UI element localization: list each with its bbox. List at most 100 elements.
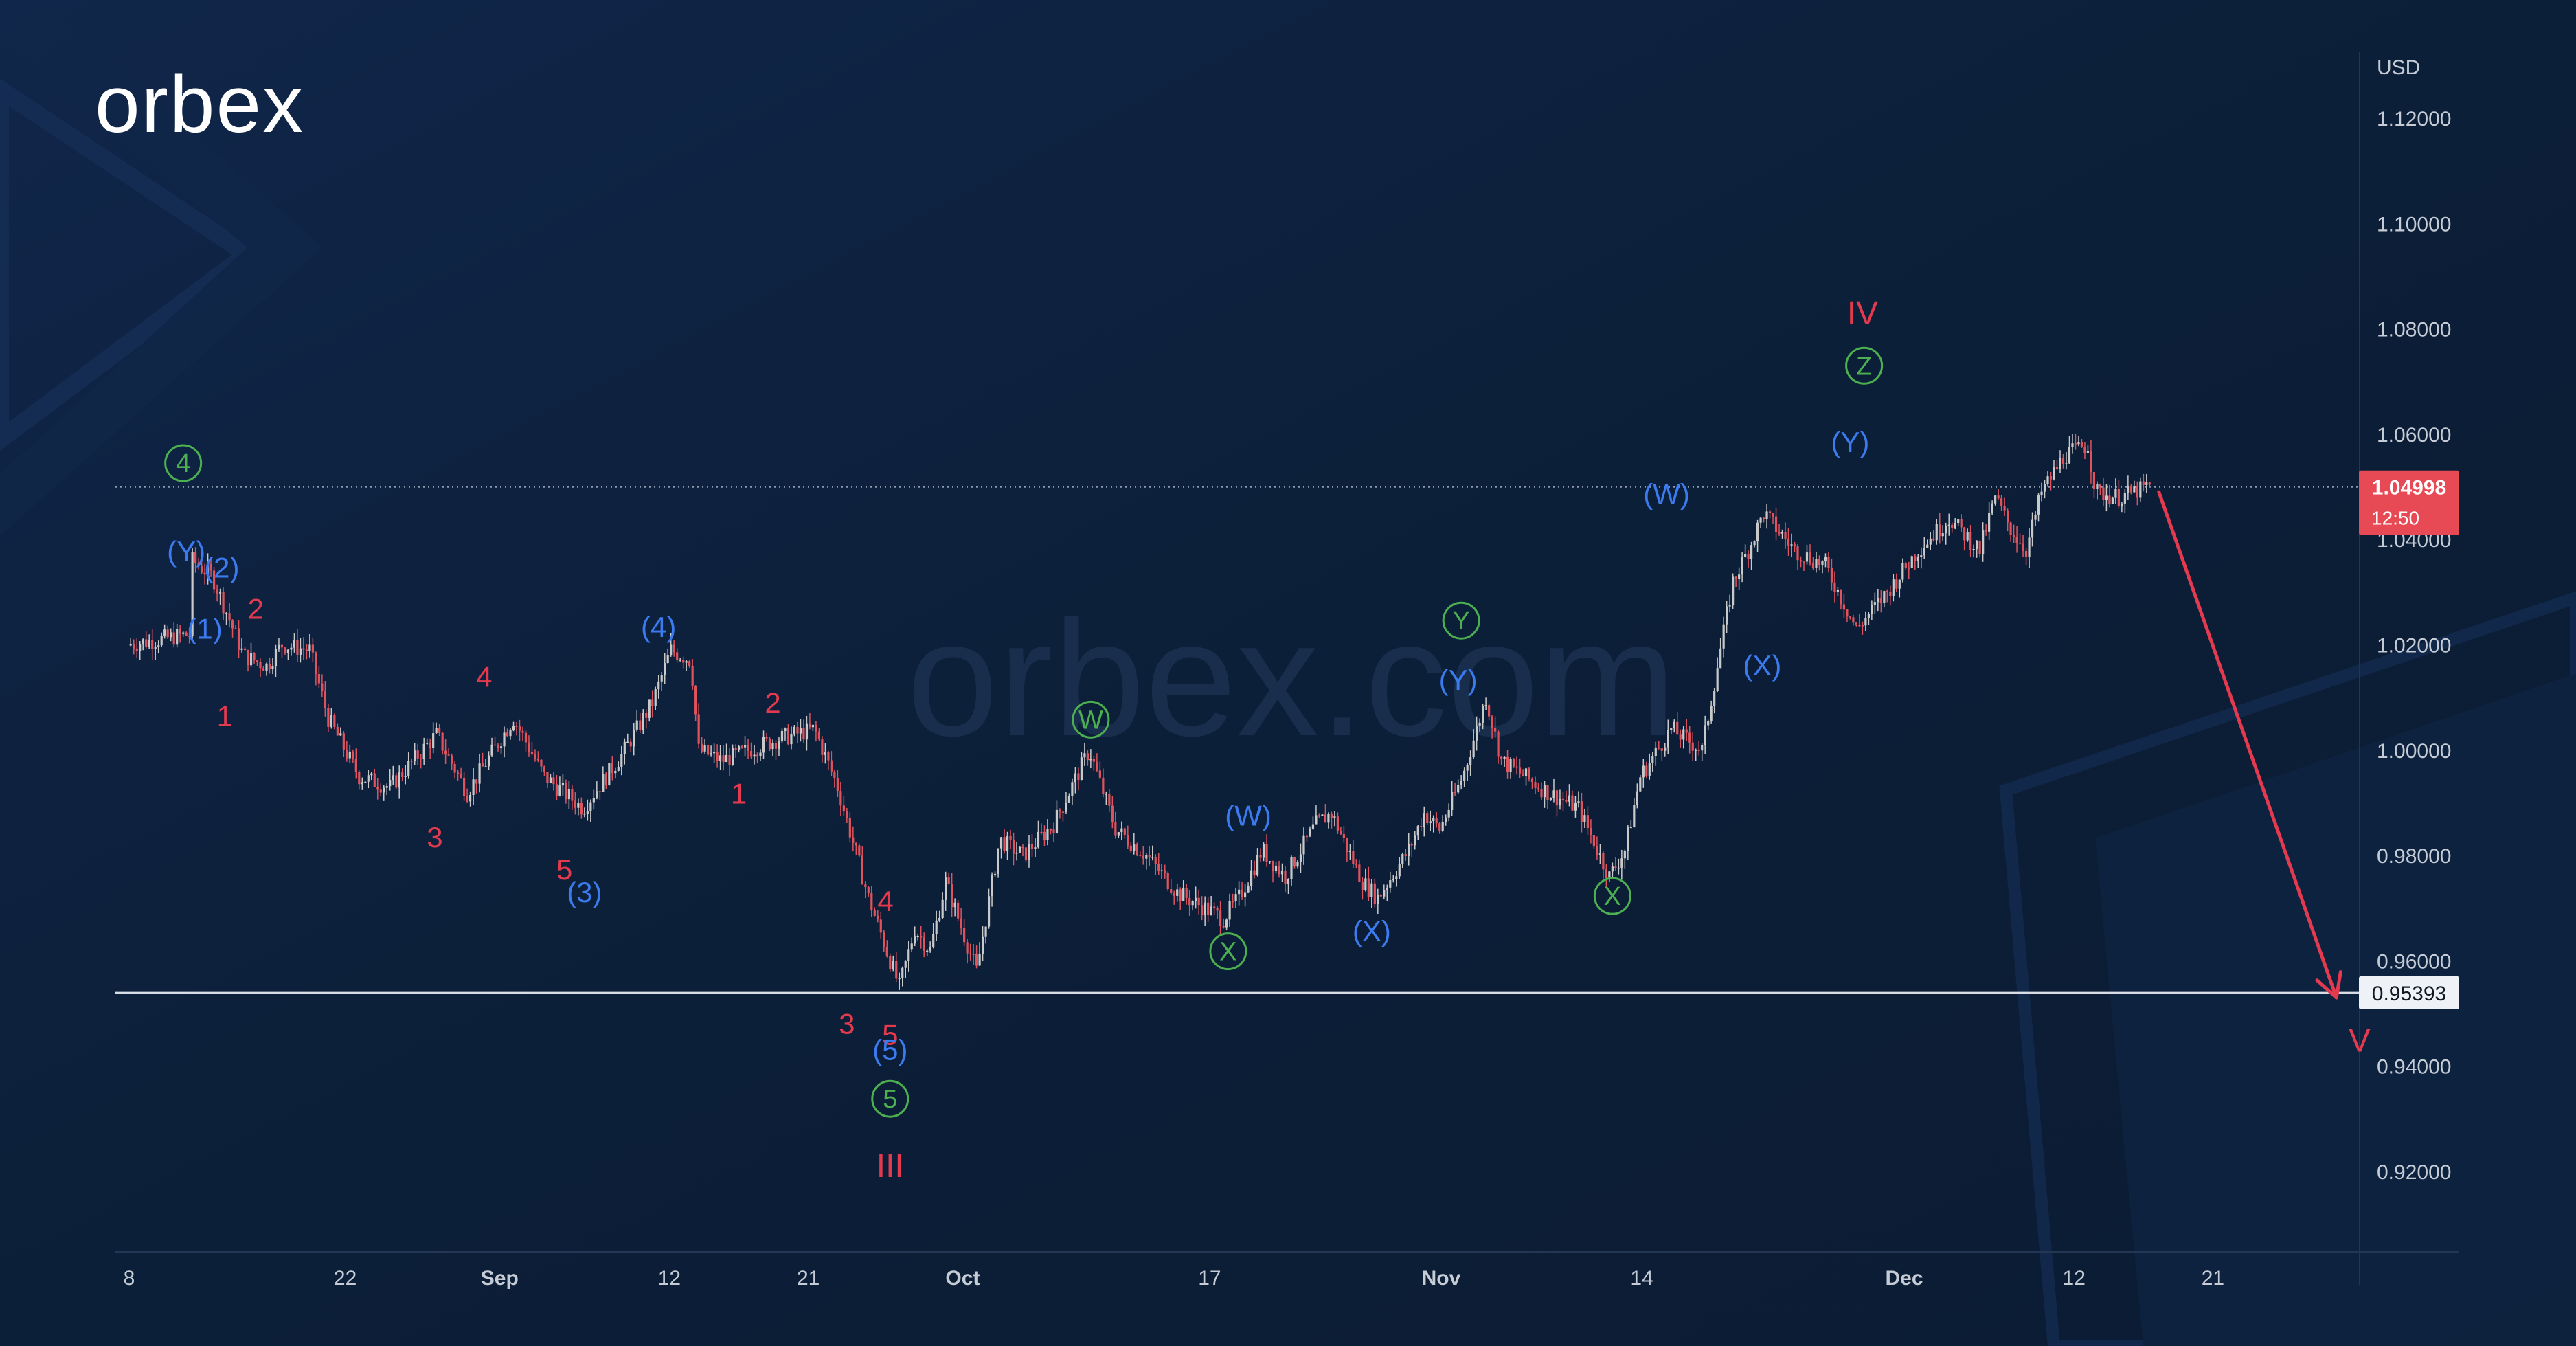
candle-body xyxy=(1302,835,1305,855)
candle-body xyxy=(1067,795,1071,803)
logo-text: orbex xyxy=(95,59,304,150)
candle-body xyxy=(1972,548,1975,550)
candle-body xyxy=(1901,563,1904,580)
candle-body xyxy=(191,552,194,636)
candle-body xyxy=(1096,761,1098,771)
candle-body xyxy=(1614,866,1617,868)
candle-body xyxy=(249,653,253,666)
candle-body xyxy=(1935,523,1938,541)
candle-body xyxy=(1747,554,1750,559)
candle-body xyxy=(280,644,284,648)
candle-body xyxy=(963,928,966,943)
candle-body xyxy=(1976,540,1978,549)
candle-body xyxy=(145,639,148,647)
candle-body xyxy=(348,751,351,759)
candle-body xyxy=(1018,846,1021,853)
candle-body xyxy=(284,647,286,653)
candle-body xyxy=(468,795,472,802)
candle-body xyxy=(1108,794,1111,806)
projection-arrow xyxy=(2157,490,2342,1000)
candle-body xyxy=(536,759,540,761)
candle-body xyxy=(947,877,950,884)
candle-body xyxy=(679,660,681,661)
candle-body xyxy=(1537,787,1540,790)
candle-body xyxy=(1945,526,1947,534)
circled-wave-label: X xyxy=(1219,938,1236,967)
candle-body xyxy=(1207,902,1210,915)
candle-body xyxy=(1447,809,1450,818)
candle-body xyxy=(1046,829,1049,840)
candle-body xyxy=(817,731,821,740)
candle-body xyxy=(633,729,635,747)
candle-body xyxy=(1716,668,1719,691)
candle-body xyxy=(1250,870,1253,886)
candle-body xyxy=(1873,602,1876,605)
candle-body xyxy=(1043,831,1046,840)
candle-body xyxy=(716,752,719,761)
wave-label: III xyxy=(877,1148,904,1185)
candle-body xyxy=(481,763,484,767)
candle-body xyxy=(2024,551,2028,557)
candle-body xyxy=(809,723,811,728)
candle-body xyxy=(1957,519,1960,523)
wave-label: (Y) xyxy=(1831,426,1869,458)
candle-body xyxy=(1852,617,1855,623)
candle-body xyxy=(1506,756,1509,772)
candle-body xyxy=(1781,532,1784,534)
candle-body xyxy=(1071,782,1074,796)
candle-body xyxy=(951,884,953,908)
candle-body xyxy=(1629,827,1632,829)
candle-body xyxy=(987,896,991,927)
candle-body xyxy=(895,961,898,979)
circled-wave-ring xyxy=(871,1079,909,1118)
candle-body xyxy=(447,754,450,756)
candle-body xyxy=(1732,576,1735,606)
candle-body xyxy=(938,917,941,921)
candle-body xyxy=(991,875,993,897)
candle-body xyxy=(163,629,166,636)
candle-body xyxy=(1596,846,1598,855)
candle-body xyxy=(592,798,595,803)
candle-body xyxy=(639,720,642,730)
candle-body xyxy=(1898,579,1901,589)
candle-body xyxy=(993,873,997,875)
candle-body xyxy=(1256,855,1259,875)
candle-body xyxy=(1219,910,1222,926)
candle-body xyxy=(392,775,394,781)
candle-body xyxy=(645,713,648,718)
candle-body xyxy=(414,750,416,761)
y-tick-label: 0.96000 xyxy=(2377,950,2451,973)
candle-body xyxy=(719,755,722,761)
candle-body xyxy=(1157,864,1160,871)
candle-body xyxy=(1049,829,1052,831)
candle-body xyxy=(725,754,728,763)
candle-body xyxy=(2040,491,2043,496)
candle-body xyxy=(1861,625,1864,627)
candle-body xyxy=(172,632,175,645)
axis-currency-label: USD xyxy=(2377,56,2420,79)
candle-body xyxy=(1342,833,1345,838)
circled-wave-label: Z xyxy=(1856,352,1872,381)
candle-body xyxy=(1145,855,1148,859)
candle-body xyxy=(139,644,142,651)
candle-body xyxy=(1639,777,1642,792)
candle-body xyxy=(1722,624,1725,649)
candle-body xyxy=(1515,766,1518,768)
candle-body xyxy=(1170,889,1173,894)
wave-label: 3 xyxy=(427,821,442,853)
candle-body xyxy=(1565,800,1568,802)
candle-body xyxy=(543,766,546,772)
candle-body xyxy=(2065,463,2068,464)
x-tick-label: 12 xyxy=(658,1267,681,1290)
candle-body xyxy=(487,755,490,767)
candle-body xyxy=(1120,828,1123,833)
candle-body xyxy=(1809,552,1811,563)
projection-line xyxy=(2157,490,2338,1000)
y-tick-label: 1.00000 xyxy=(2377,740,2451,763)
candle-body xyxy=(1052,829,1055,833)
candle-body xyxy=(2142,481,2145,485)
candle-body xyxy=(654,689,657,706)
candle-body xyxy=(892,961,894,969)
candle-body xyxy=(1142,855,1144,859)
